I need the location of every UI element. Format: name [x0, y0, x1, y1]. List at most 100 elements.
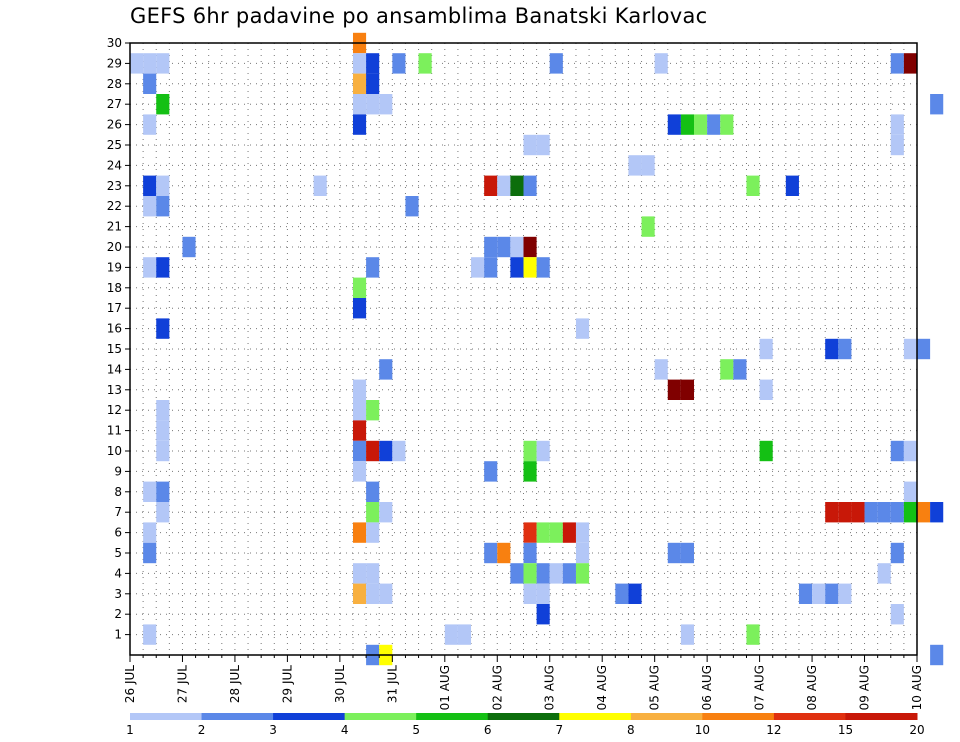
colorbar-segment — [630, 713, 703, 720]
colorbar-label: 10 — [695, 723, 710, 737]
colorbar-segment — [130, 713, 203, 720]
precip-cell — [156, 257, 170, 278]
precip-cell — [654, 359, 668, 380]
precip-cell — [680, 624, 695, 645]
y-tick-label: 19 — [107, 260, 122, 274]
precip-cell — [143, 624, 157, 645]
chart-title: GEFS 6hr padavine po ansamblima Banatski… — [130, 4, 708, 28]
precip-cell — [156, 94, 170, 115]
precip-cell — [562, 522, 576, 543]
precip-cell — [733, 359, 747, 380]
precip-cell — [352, 379, 367, 400]
precip-cell — [156, 440, 170, 462]
colorbar-label: 7 — [555, 723, 563, 737]
colorbar-segment — [344, 713, 417, 720]
precip-cell — [182, 236, 196, 258]
precip-cell — [707, 114, 721, 135]
colorbar-segment — [845, 713, 918, 720]
precip-cell — [484, 175, 498, 196]
y-tick-label: 30 — [107, 36, 122, 50]
precip-cell — [366, 53, 380, 74]
y-tick-label: 15 — [107, 342, 122, 356]
precip-cell — [785, 175, 799, 196]
precip-cell — [575, 563, 590, 584]
colorbar-segment — [773, 713, 846, 720]
y-tick-label: 18 — [107, 281, 122, 295]
precip-cell — [510, 563, 524, 584]
precip-cell — [366, 400, 380, 421]
precip-cell — [720, 359, 734, 380]
precip-cell — [392, 440, 406, 462]
precip-cell — [156, 53, 170, 74]
y-tick-label: 26 — [107, 118, 122, 132]
x-tick-label: 07 AUG — [753, 665, 767, 710]
precip-cell — [497, 236, 511, 258]
axis-layer: 1234567891011121314151617181920212223242… — [107, 36, 924, 710]
y-tick-label: 5 — [114, 546, 122, 560]
precip-cell — [366, 94, 380, 115]
precip-cell — [890, 440, 904, 462]
precip-cell — [484, 542, 498, 564]
colorbar-label: 6 — [484, 723, 492, 737]
precip-cell — [680, 114, 695, 135]
precip-cell — [352, 298, 367, 319]
precip-cell — [628, 155, 642, 176]
precip-cell — [575, 542, 590, 564]
precip-cell — [156, 400, 170, 421]
precip-cell — [549, 563, 563, 584]
precip-cell — [523, 583, 537, 604]
precip-cell — [352, 94, 367, 115]
y-tick-label: 9 — [114, 464, 122, 478]
precip-cell — [864, 502, 878, 523]
precip-cell — [366, 522, 380, 543]
precip-cell — [352, 53, 367, 74]
colorbar-label: 8 — [627, 723, 635, 737]
precip-cell — [903, 440, 917, 462]
precip-cell — [536, 563, 550, 584]
precip-cell — [352, 114, 367, 135]
precip-cell — [903, 338, 917, 360]
x-tick-label: 31 JUL — [385, 665, 399, 703]
precip-cell — [156, 196, 170, 217]
precip-cell — [890, 114, 904, 135]
x-tick-label: 06 AUG — [700, 665, 714, 710]
colorbar-layer: 1 2 3 4 5 6 7 8 10 12 15 20 — [126, 713, 925, 737]
precip-cell — [366, 481, 380, 502]
y-tick-label: 22 — [107, 199, 122, 213]
precip-cell — [641, 155, 655, 176]
precip-cell — [156, 502, 170, 523]
precip-cell — [510, 175, 524, 196]
precip-cell — [392, 53, 406, 74]
precip-cell — [352, 461, 367, 482]
precip-cell — [890, 53, 904, 74]
precip-cell — [366, 257, 380, 278]
cells-layer — [130, 32, 944, 666]
precip-cell — [352, 522, 367, 543]
y-tick-label: 20 — [107, 240, 122, 254]
precip-cell — [825, 583, 839, 604]
precip-cell — [143, 542, 157, 564]
precip-cell — [366, 502, 380, 523]
precip-cell — [484, 236, 498, 258]
colorbar-label: 12 — [766, 723, 781, 737]
precip-cell — [536, 604, 550, 625]
precip-cell — [667, 114, 681, 135]
precip-cell — [746, 624, 760, 645]
precip-cell — [536, 522, 550, 543]
x-tick-label: 04 AUG — [595, 665, 609, 710]
y-tick-label: 12 — [107, 403, 122, 417]
precip-cell — [523, 522, 537, 543]
y-tick-label: 14 — [107, 362, 122, 376]
precip-cell — [156, 175, 170, 196]
precip-cell — [523, 134, 537, 156]
x-tick-label: 05 AUG — [648, 665, 662, 710]
precip-cell — [379, 502, 393, 523]
y-tick-label: 4 — [114, 566, 122, 580]
precip-cell — [680, 542, 695, 564]
precip-cell — [471, 257, 485, 278]
colorbar-segment — [273, 713, 346, 720]
precip-cell — [352, 277, 367, 298]
precip-cell — [812, 583, 826, 604]
precip-cell — [352, 440, 367, 462]
